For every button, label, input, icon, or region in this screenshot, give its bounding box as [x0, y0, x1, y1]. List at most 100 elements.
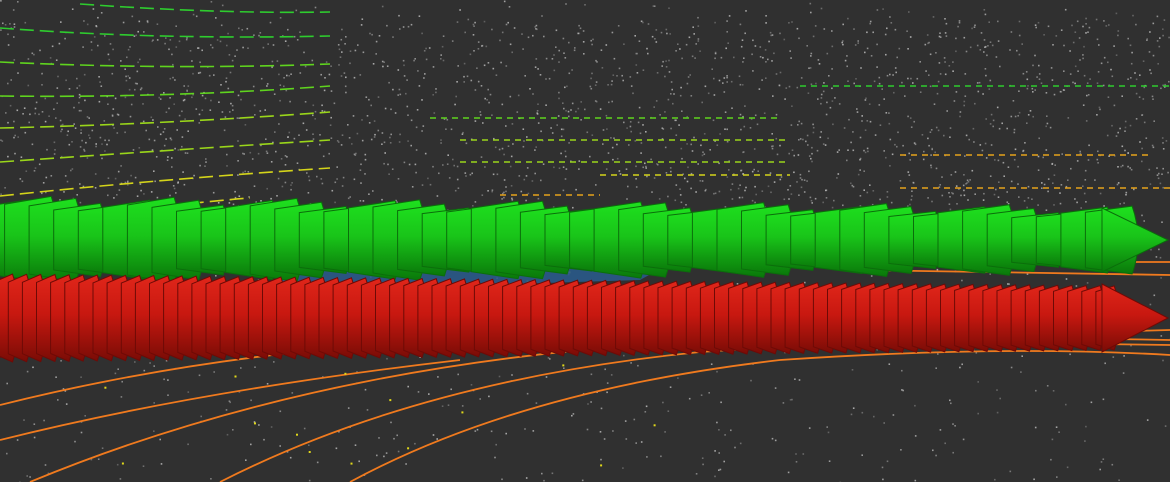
cloud-point — [838, 103, 841, 105]
cloud-point — [926, 34, 929, 36]
cloud-point — [470, 384, 473, 386]
cloud-point — [150, 191, 153, 193]
cloud-point — [127, 180, 129, 183]
cloud-point — [958, 20, 961, 22]
cloud-point — [846, 65, 848, 68]
cloud-point — [558, 61, 560, 63]
cloud-point — [67, 130, 69, 133]
cloud-point — [502, 192, 504, 195]
cloud-point — [989, 41, 992, 43]
cloud-point — [703, 153, 706, 155]
cloud-point — [95, 143, 97, 145]
cloud-point — [252, 85, 255, 88]
cloud-point — [653, 5, 656, 7]
cloud-point — [637, 121, 640, 124]
cloud-point — [690, 143, 692, 146]
cloud-point — [757, 170, 759, 172]
cloud-point — [859, 158, 861, 161]
cloud-point — [1045, 149, 1048, 151]
cloud-point — [793, 171, 795, 174]
cloud-point — [677, 43, 679, 45]
cloud-point — [1132, 14, 1134, 17]
cloud-point — [718, 162, 720, 165]
cloud-point — [876, 349, 878, 351]
cloud-point — [825, 197, 828, 199]
cloud-point — [965, 134, 968, 137]
cloud-point — [464, 31, 466, 34]
cloud-point — [1052, 182, 1054, 184]
cloud-point — [474, 21, 476, 24]
cloud-point — [881, 88, 883, 90]
cloud-point — [645, 167, 647, 169]
cloud-point — [364, 388, 367, 391]
cloud-point — [800, 186, 803, 189]
cloud-point — [279, 99, 281, 102]
cloud-point — [583, 53, 585, 55]
cloud-point — [1069, 353, 1071, 356]
cloud-point — [595, 81, 598, 83]
cloud-point — [1014, 115, 1017, 118]
cloud-point — [1096, 158, 1099, 161]
cloud-point — [1038, 64, 1040, 67]
cloud-point — [789, 185, 792, 187]
cloud-point — [291, 182, 293, 184]
cloud-point — [1129, 44, 1132, 47]
cloud-point — [751, 199, 754, 202]
cloud-point — [612, 430, 614, 432]
cloud-point — [795, 461, 798, 463]
cloud-point — [828, 460, 831, 462]
cloud-point — [910, 198, 913, 201]
cloud-point — [270, 197, 272, 200]
cloud-point — [142, 120, 145, 123]
cloud-point — [34, 167, 37, 169]
cloud-point — [985, 157, 988, 159]
cloud-point — [712, 119, 715, 122]
cloud-point — [606, 391, 608, 394]
cloud-point — [675, 134, 678, 136]
cloud-point — [1063, 44, 1065, 47]
cloud-point — [753, 168, 755, 171]
cloud-point — [718, 190, 721, 193]
cloud-point — [171, 157, 173, 159]
cloud-point — [823, 82, 825, 84]
cloud-point — [140, 189, 142, 192]
cloud-point — [1114, 155, 1116, 157]
cloud-point — [714, 21, 716, 24]
cloud-point — [78, 96, 81, 99]
cloud-point — [919, 91, 922, 93]
cloud-point — [78, 101, 80, 104]
cloud-point — [563, 107, 565, 110]
cloud-point — [1162, 167, 1164, 170]
cloud-point — [991, 44, 994, 47]
cloud-point — [169, 137, 172, 140]
cloud-point — [163, 144, 166, 147]
cloud-point — [53, 153, 56, 155]
cloud-point — [70, 169, 72, 172]
cloud-point — [545, 104, 547, 106]
cloud-point — [1060, 29, 1063, 31]
cloud-point — [1077, 70, 1079, 72]
cloud-point — [622, 467, 624, 469]
cloud-point — [34, 112, 36, 115]
cloud-point — [978, 81, 981, 84]
cloud-point — [445, 128, 447, 130]
cloud-point — [859, 169, 861, 171]
cloud-point — [548, 77, 551, 80]
cloud-point — [1026, 122, 1028, 124]
cloud-point — [362, 200, 365, 202]
cloud-point — [547, 357, 550, 359]
cloud-point — [29, 113, 31, 116]
cloud-point — [776, 153, 779, 156]
cloud-point — [939, 184, 941, 186]
cloud-point — [10, 79, 12, 81]
cloud-point — [316, 175, 318, 178]
cloud-point — [103, 120, 106, 122]
cloud-point — [790, 57, 792, 59]
cloud-point — [553, 166, 555, 169]
cloud-point — [501, 478, 503, 481]
cloud-point — [621, 74, 623, 77]
cloud-point — [225, 80, 227, 83]
cloud-point — [389, 142, 392, 144]
